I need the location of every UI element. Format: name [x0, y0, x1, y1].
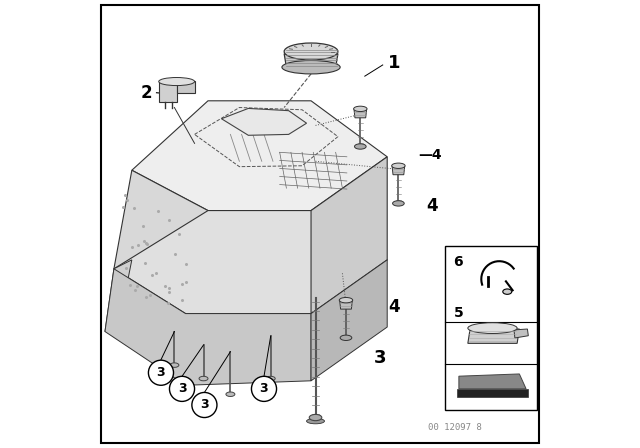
Ellipse shape [340, 335, 352, 340]
Ellipse shape [309, 414, 322, 421]
Polygon shape [340, 301, 352, 309]
Text: —4: —4 [419, 147, 442, 162]
Polygon shape [468, 329, 520, 343]
Polygon shape [177, 81, 195, 93]
Polygon shape [392, 167, 404, 175]
Polygon shape [514, 329, 529, 338]
Text: 2: 2 [140, 84, 152, 102]
Ellipse shape [226, 392, 235, 396]
Text: 00 12097 8: 00 12097 8 [428, 423, 481, 432]
Text: 4: 4 [388, 298, 400, 316]
Ellipse shape [159, 78, 195, 86]
Text: 6: 6 [454, 255, 463, 269]
Ellipse shape [355, 144, 366, 149]
Polygon shape [354, 110, 367, 118]
Ellipse shape [284, 43, 338, 60]
Ellipse shape [392, 163, 405, 168]
Ellipse shape [468, 323, 517, 333]
Ellipse shape [282, 60, 340, 74]
Polygon shape [105, 269, 311, 385]
Text: 4: 4 [426, 197, 438, 215]
Ellipse shape [339, 297, 353, 303]
Ellipse shape [170, 363, 179, 367]
Ellipse shape [392, 201, 404, 206]
Polygon shape [159, 82, 177, 102]
Text: 3: 3 [260, 382, 268, 396]
Circle shape [148, 360, 173, 385]
Circle shape [252, 376, 276, 401]
Ellipse shape [307, 418, 324, 424]
Text: 3: 3 [157, 366, 165, 379]
Circle shape [192, 392, 217, 418]
Polygon shape [457, 389, 529, 397]
Polygon shape [311, 260, 387, 381]
Polygon shape [114, 170, 208, 314]
Text: 5: 5 [454, 306, 463, 320]
Ellipse shape [353, 106, 367, 112]
Polygon shape [105, 260, 132, 332]
Circle shape [170, 376, 195, 401]
Polygon shape [114, 211, 387, 314]
Polygon shape [459, 374, 526, 389]
Ellipse shape [266, 376, 275, 381]
Text: 3: 3 [178, 382, 186, 396]
Polygon shape [311, 157, 387, 314]
Text: 3: 3 [200, 398, 209, 412]
Text: 3: 3 [374, 349, 387, 367]
Ellipse shape [199, 376, 208, 381]
Polygon shape [132, 101, 387, 211]
Ellipse shape [503, 289, 512, 294]
Polygon shape [284, 54, 338, 67]
Bar [445, 246, 538, 410]
Text: 1: 1 [388, 54, 400, 72]
Polygon shape [221, 108, 307, 135]
